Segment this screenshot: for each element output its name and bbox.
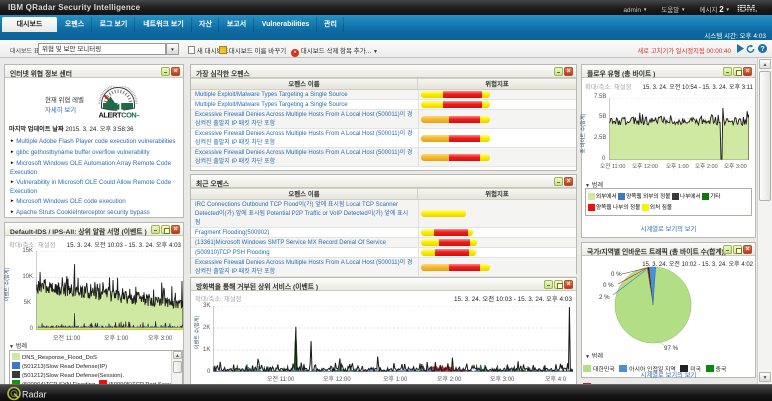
svg-text:0 %: 0 % [611, 271, 622, 278]
svg-text:ALERTCON™: ALERTCON™ [99, 111, 140, 120]
svg-text:2 %: 2 % [599, 294, 610, 301]
svg-text:?: ? [760, 46, 764, 53]
svg-text:Radar: Radar [22, 390, 47, 400]
svg-text:0 %: 0 % [603, 282, 614, 289]
svg-text:1: 1 [117, 100, 124, 114]
svg-text:97 %: 97 % [664, 345, 679, 352]
